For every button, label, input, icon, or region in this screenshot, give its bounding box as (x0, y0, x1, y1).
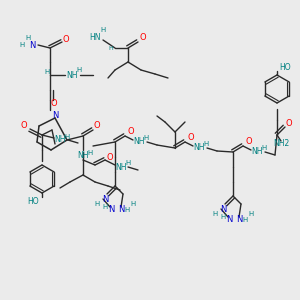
Text: HO: HO (279, 62, 291, 71)
Text: NH: NH (133, 137, 145, 146)
Text: H: H (87, 150, 93, 156)
Text: H: H (261, 145, 267, 151)
Text: NH: NH (54, 136, 66, 145)
Text: N: N (118, 206, 124, 214)
Text: H: H (76, 67, 82, 73)
Text: H: H (102, 204, 108, 210)
Text: NH: NH (193, 143, 205, 152)
Text: O: O (21, 122, 27, 130)
Text: O: O (188, 134, 194, 142)
Text: H: H (212, 211, 217, 217)
Text: HO: HO (27, 197, 39, 206)
Text: H: H (44, 69, 50, 75)
Text: NH2: NH2 (273, 139, 289, 148)
Text: O: O (63, 34, 69, 43)
Text: O: O (94, 122, 100, 130)
Text: O: O (51, 100, 57, 109)
Text: NH: NH (115, 163, 127, 172)
Text: H: H (100, 27, 106, 33)
Text: H: H (130, 201, 136, 207)
Text: H: H (26, 35, 31, 41)
Text: O: O (107, 152, 113, 161)
Text: N: N (236, 215, 242, 224)
Text: N: N (29, 40, 35, 50)
Text: H: H (20, 42, 25, 48)
Text: NH: NH (77, 152, 89, 160)
Text: N: N (226, 215, 232, 224)
Text: H: H (109, 46, 113, 50)
Text: H: H (220, 214, 226, 220)
Text: HN: HN (89, 34, 101, 43)
Text: N: N (102, 194, 108, 203)
Text: H: H (64, 134, 70, 140)
Text: H: H (125, 160, 130, 166)
Text: H: H (124, 207, 130, 213)
Text: NH: NH (251, 148, 263, 157)
Text: H: H (143, 135, 148, 141)
Text: N: N (220, 205, 226, 214)
Text: O: O (246, 137, 252, 146)
Text: N: N (52, 112, 58, 121)
Text: O: O (128, 128, 134, 136)
Text: O: O (140, 34, 146, 43)
Text: NH: NH (66, 70, 78, 80)
Text: H: H (94, 201, 100, 207)
Text: H: H (248, 211, 253, 217)
Text: N: N (108, 206, 114, 214)
Text: O: O (286, 118, 292, 127)
Text: H: H (203, 141, 208, 147)
Text: H: H (242, 217, 247, 223)
